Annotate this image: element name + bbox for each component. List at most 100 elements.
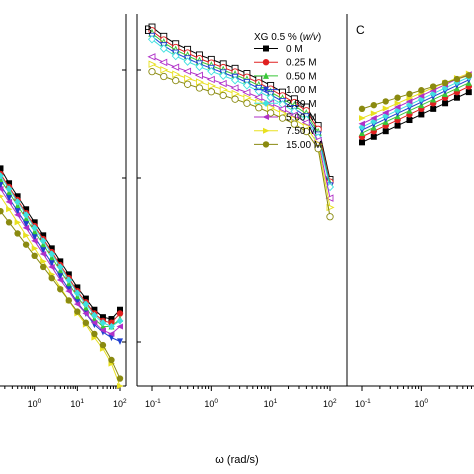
data-point: [31, 252, 38, 259]
data-point: [99, 341, 107, 349]
data-point: [243, 99, 251, 107]
data-point: [147, 35, 157, 44]
data-point: [65, 271, 72, 278]
data-point: [56, 263, 64, 271]
data-point: [430, 83, 437, 90]
data-point: [0, 172, 4, 180]
data-point: [65, 288, 72, 295]
data-point: [116, 323, 123, 330]
data-point: [358, 123, 366, 131]
series-line: [151, 38, 331, 188]
data-point: [82, 295, 89, 302]
data-point: [159, 58, 168, 67]
data-point: [0, 207, 4, 215]
data-point: [194, 71, 203, 80]
data-point: [31, 234, 38, 241]
data-point: [5, 185, 13, 193]
series-c-7: [358, 72, 473, 113]
data-point: [382, 109, 389, 116]
data-point: [370, 133, 377, 140]
data-point: [242, 81, 251, 90]
legend-label: 2.50 M: [286, 99, 317, 110]
data-point: [0, 185, 4, 192]
data-point: [370, 110, 378, 117]
data-point: [231, 75, 240, 85]
data-point: [90, 319, 98, 326]
data-point: [108, 356, 115, 364]
data-point: [6, 206, 13, 213]
data-point: [108, 316, 115, 323]
legend-marker: [262, 114, 269, 120]
data-point: [23, 232, 30, 239]
data-point: [277, 105, 286, 113]
data-point: [394, 100, 402, 107]
data-point: [65, 276, 73, 284]
series-line: [151, 71, 331, 217]
panel-a: 100 101 102: [0, 14, 127, 409]
data-point: [74, 284, 81, 291]
data-point: [148, 60, 157, 68]
data-point: [22, 211, 30, 219]
data-point: [382, 128, 389, 135]
data-point: [218, 79, 227, 88]
data-point: [196, 78, 205, 86]
data-point: [394, 104, 401, 110]
legend-label: 5.00 M: [286, 113, 317, 124]
data-point: [231, 95, 239, 103]
data-point: [73, 301, 81, 308]
data-point: [57, 258, 64, 265]
panel-letter-b: B: [144, 23, 152, 37]
data-point: [65, 297, 73, 304]
legend: XG 0.5 % (w/v) 0 M 0.25 M 0.50 M 1.00 M 2.50…: [254, 32, 322, 151]
legend-marker: [262, 59, 270, 66]
data-point: [14, 230, 21, 237]
data-point: [117, 383, 124, 389]
series-a-4: [0, 172, 124, 331]
legend-entry: 1.00 M: [254, 85, 317, 96]
x-tick-label: 101: [264, 398, 278, 409]
data-point: [48, 260, 55, 267]
legend-marker: [262, 99, 270, 107]
data-point: [22, 224, 30, 231]
data-point: [183, 80, 192, 88]
data-point: [99, 319, 107, 327]
data-point: [14, 211, 21, 218]
data-point: [107, 330, 115, 337]
data-point: [430, 105, 437, 112]
series-c-4: [358, 73, 473, 131]
panel-letter-c: C: [356, 23, 365, 37]
data-point: [108, 334, 115, 342]
data-point: [219, 71, 228, 81]
data-point: [243, 93, 252, 102]
data-point: [359, 139, 365, 146]
data-point: [117, 306, 123, 313]
data-point: [406, 117, 413, 124]
legend-entry: 0 M: [254, 44, 303, 55]
data-point: [417, 92, 425, 99]
series-line: [361, 73, 469, 125]
data-point: [171, 63, 180, 71]
data-point: [172, 76, 180, 85]
data-point: [453, 94, 460, 101]
data-point: [267, 109, 275, 117]
data-point: [31, 224, 39, 232]
data-point: [0, 194, 4, 199]
data-point: [195, 62, 204, 72]
series-line: [151, 30, 331, 183]
data-point: [160, 72, 168, 81]
data-point: [57, 286, 64, 293]
x-axis-label: ω (rad/s): [215, 454, 258, 466]
data-point: [370, 101, 377, 109]
legend-label: 0.50 M: [286, 71, 317, 82]
data-point: [48, 245, 55, 252]
data-point: [99, 327, 106, 334]
legend-marker: [263, 72, 269, 79]
data-point: [14, 198, 21, 206]
legend-entry: 0.25 M: [254, 58, 317, 69]
data-point: [370, 115, 377, 122]
data-point: [159, 44, 168, 53]
data-point: [99, 314, 106, 321]
legend-label: 15.00 M: [286, 140, 322, 151]
data-point: [31, 219, 38, 226]
data-point: [267, 104, 276, 112]
